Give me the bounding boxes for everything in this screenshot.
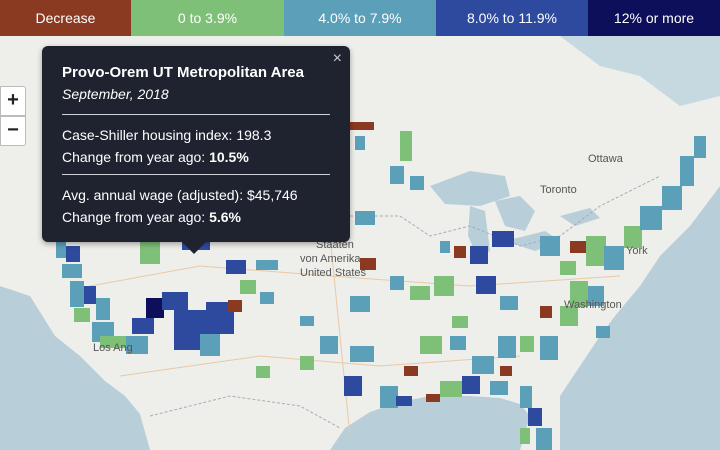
wage-label: Avg. annual wage (adjusted):: [62, 187, 247, 203]
label-washington: Washington: [564, 299, 622, 311]
wage-change-value: 5.6%: [209, 209, 242, 225]
legend-decrease: Decrease: [0, 0, 131, 36]
label-ottawa: Ottawa: [588, 153, 623, 165]
label-york: York: [626, 245, 648, 257]
label-los-angeles: Los Ang: [93, 342, 133, 354]
label-staaten: Staaten: [316, 239, 354, 251]
index-change-value: 10.5%: [209, 149, 249, 165]
tooltip-index-line: Case-Shiller housing index: 198.3: [62, 127, 271, 143]
tooltip-divider: [62, 114, 330, 115]
index-change-label: Change from year ago:: [62, 149, 210, 165]
tooltip-divider: [62, 174, 330, 175]
tooltip-index-change-line: Change from year ago: 10.5%: [62, 149, 249, 165]
zoom-out-button[interactable]: −: [0, 116, 26, 146]
label-united-states: United States: [300, 267, 367, 279]
tooltip-arrow: [182, 242, 206, 254]
legend-12-or-more: 12% or more: [588, 0, 720, 36]
tooltip-wage-line: Avg. annual wage (adjusted): $45,746: [62, 187, 298, 203]
legend-0-to-3.9: 0 to 3.9%: [131, 0, 284, 36]
wage-value: $45,746: [246, 187, 298, 203]
tooltip-wage-change-line: Change from year ago: 5.6%: [62, 209, 241, 225]
close-icon[interactable]: ×: [332, 50, 342, 67]
legend-4-to-7.9: 4.0% to 7.9%: [284, 0, 436, 36]
tooltip-title: Provo-Orem UT Metropolitan Area: [62, 64, 304, 81]
zoom-in-button[interactable]: +: [0, 86, 26, 116]
label-toronto: Toronto: [540, 184, 577, 196]
legend-8-to-11.9: 8.0% to 11.9%: [436, 0, 588, 36]
index-value: 198.3: [236, 127, 272, 143]
tooltip-date: September, 2018: [62, 86, 169, 102]
legend-bar: Decrease 0 to 3.9% 4.0% to 7.9% 8.0% to …: [0, 0, 720, 36]
metro-tooltip: × Provo-Orem UT Metropolitan Area Septem…: [42, 46, 350, 254]
basemap: [0, 36, 720, 450]
map-canvas[interactable]: Ottawa Toronto Staaten von Amerika Unite…: [0, 36, 720, 450]
index-label: Case-Shiller housing index:: [62, 127, 237, 143]
label-von-amerika: von Amerika: [300, 253, 361, 265]
wage-change-label: Change from year ago:: [62, 209, 210, 225]
